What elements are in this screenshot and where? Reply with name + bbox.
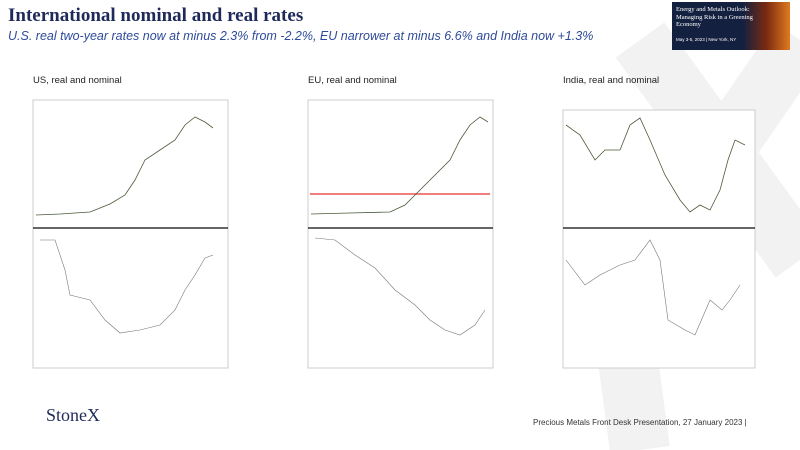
footer-note: Precious Metals Front Desk Presentation,…	[533, 418, 747, 427]
us-chart	[32, 99, 229, 369]
panel-label: EU, real and nominal	[308, 75, 397, 86]
title: International nominal and real rates	[8, 5, 304, 26]
subtitle: U.S. real two-year rates now at minus 2.…	[8, 29, 594, 43]
panel-label: India, real and nominal	[563, 75, 660, 86]
panel-label: US, real and nominal	[33, 75, 122, 86]
banner-date: May 3-5, 2023 | New York, NY	[676, 37, 737, 42]
banner: Energy and Metals Outlook: Managing Risk…	[672, 2, 790, 50]
india-chart	[562, 109, 756, 369]
eu-chart	[307, 99, 494, 369]
banner-title: Energy and Metals Outlook: Managing Risk…	[676, 6, 753, 28]
logo: StoneX	[46, 405, 100, 425]
